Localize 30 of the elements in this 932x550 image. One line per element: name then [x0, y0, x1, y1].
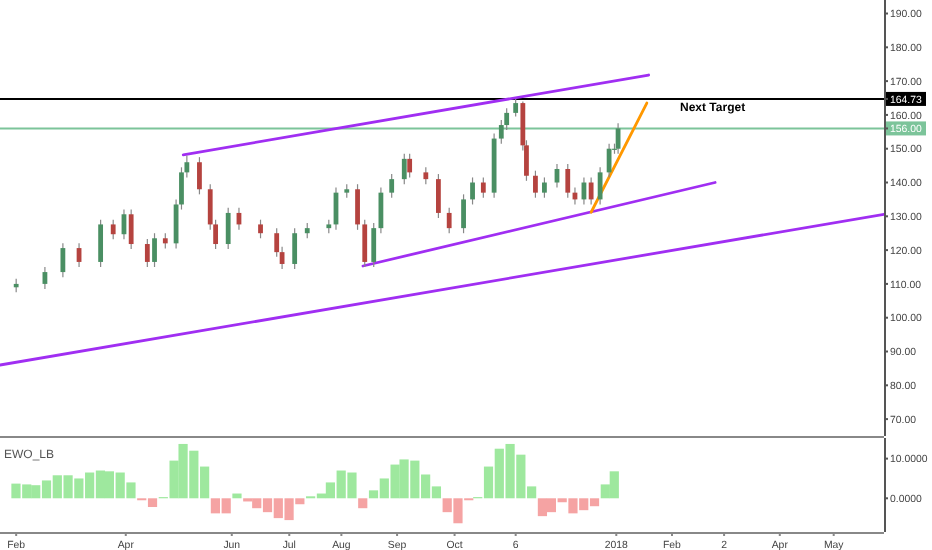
candlestick — [197, 156, 202, 195]
candlestick — [98, 219, 104, 268]
candlestick — [407, 153, 413, 179]
candlestick — [362, 219, 368, 268]
candlestick — [542, 176, 547, 199]
candlestick — [292, 227, 298, 270]
candlestick — [480, 176, 486, 199]
bar — [232, 493, 242, 499]
candlestick — [371, 222, 377, 268]
candlestick — [128, 208, 134, 250]
candlestick — [446, 207, 452, 234]
candlestick — [597, 166, 603, 206]
candlestick — [401, 153, 407, 185]
candlestick — [533, 170, 538, 199]
bar — [358, 498, 368, 509]
candlestick — [461, 193, 466, 234]
candlestick — [152, 232, 157, 268]
candlestick — [60, 242, 66, 278]
candlestick — [470, 176, 475, 206]
candlestick — [144, 238, 150, 268]
candlestick — [355, 183, 360, 231]
candlestick — [436, 173, 441, 219]
bar — [537, 498, 548, 517]
candlestick — [110, 219, 116, 240]
candlestick — [258, 219, 263, 239]
candlestick — [389, 173, 395, 199]
candlestick — [225, 207, 231, 250]
candlestick — [565, 163, 571, 199]
bar — [609, 471, 619, 499]
candlestick — [588, 176, 594, 206]
